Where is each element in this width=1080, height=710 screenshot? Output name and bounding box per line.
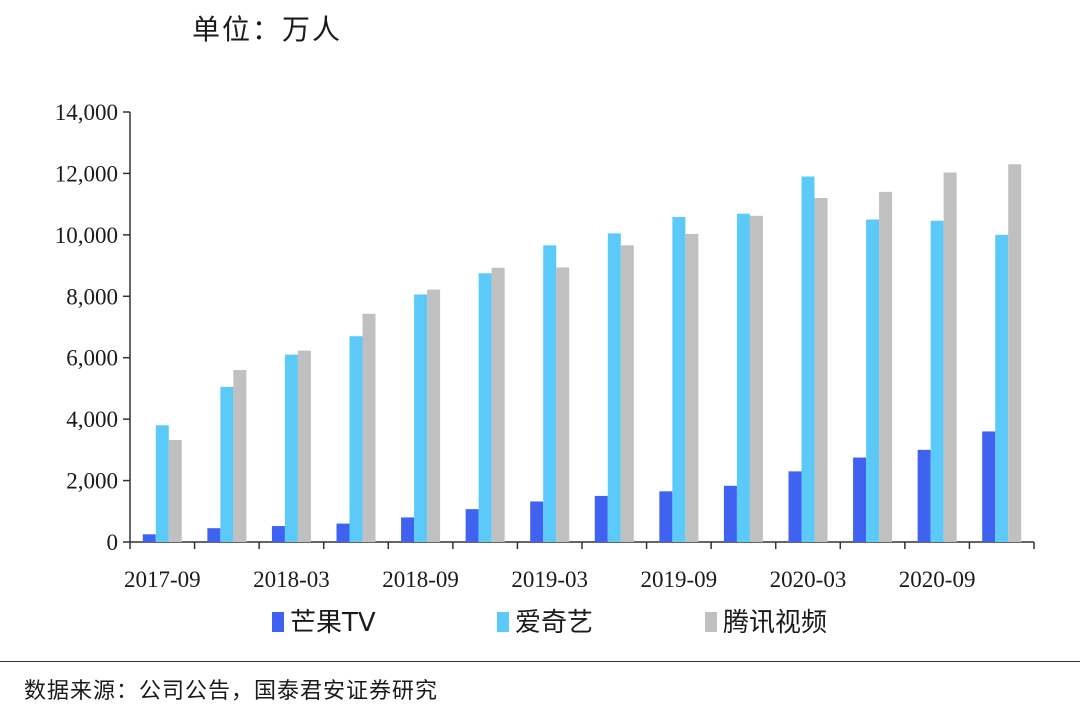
bar-tencent [362,313,376,542]
bar-mango [142,534,156,542]
divider-line [0,661,1080,662]
bar-tencent [685,233,699,542]
bar-mango [659,491,673,542]
bar-tencent [556,267,570,542]
y-tick-label: 6,000 [66,346,118,371]
legend-swatch [497,612,509,632]
x-tick-label: 2018-09 [382,567,459,592]
y-tick-label: 4,000 [66,407,118,432]
bar-mango [336,523,350,542]
source-label: 数据来源：公司公告，国泰君安证券研究 [24,679,439,704]
bar-mango [982,431,996,542]
bar-iqiyi [607,233,621,543]
x-tick-label: 2017-09 [124,567,201,592]
bar-mango [917,449,931,542]
bar-chart: 02,0004,0006,0008,00010,00012,00014,000 … [55,100,1035,638]
bar-tencent [168,440,182,542]
legend: 芒果TV 爱奇艺 腾讯视频 [272,608,827,638]
y-tick-label: 12,000 [55,161,118,186]
bars [142,164,1022,543]
bar-iqiyi [866,219,880,542]
bar-iqiyi [543,245,557,543]
bar-iqiyi [930,220,944,542]
bar-tencent [943,172,957,542]
bar-mango [723,485,737,542]
bar-mango [853,457,867,542]
bar-iqiyi [349,336,363,542]
x-tick-label: 2020-03 [770,567,847,592]
x-tick-label: 2019-03 [511,567,588,592]
y-tick-label: 14,000 [55,100,118,125]
bar-tencent [879,191,893,542]
bar-tencent [297,350,311,542]
legend-label: 腾讯视频 [723,608,827,638]
unit-label: 单位：万人 [192,13,343,46]
bar-mango [207,528,221,542]
bar-iqiyi [995,234,1009,542]
bar-tencent [491,267,505,542]
bar-tencent [814,198,828,542]
bar-iqiyi [414,294,428,542]
legend-swatch [272,612,284,632]
bar-tencent [749,215,763,543]
bar-tencent [233,370,247,542]
bar-tencent [427,289,441,542]
bar-iqiyi [220,386,234,542]
y-tick-label: 10,000 [55,223,118,248]
bar-mango [401,517,415,542]
bar-tencent [1008,164,1022,542]
legend-label: 芒果TV [290,608,376,638]
y-tick-label: 0 [107,530,119,555]
bar-mango [530,501,544,542]
x-axis: 2017-09 2018-03 2018-09 2019-03 2019-09 2020-… [124,541,1035,592]
bar-mango [465,509,479,542]
bar-iqiyi [672,217,686,543]
legend-swatch [705,612,717,632]
x-tick-label: 2018-03 [253,567,330,592]
bar-iqiyi [155,425,169,542]
bar-iqiyi [284,354,298,542]
bar-iqiyi [478,273,492,542]
x-tick-label: 2020-09 [899,567,976,592]
x-tick-label: 2019-09 [641,567,718,592]
bar-iqiyi [736,213,750,542]
y-tick-label: 8,000 [66,284,118,309]
y-axis: 0 2,000 4,000 6,000 8,000 10,000 12,000 14,000 [55,100,131,555]
bar-mango [271,526,285,542]
legend-label: 爱奇艺 [515,608,593,638]
bar-mango [594,495,608,542]
bar-tencent [620,245,634,543]
y-tick-label: 2,000 [66,469,118,494]
bar-mango [788,471,802,542]
bar-iqiyi [801,176,815,542]
